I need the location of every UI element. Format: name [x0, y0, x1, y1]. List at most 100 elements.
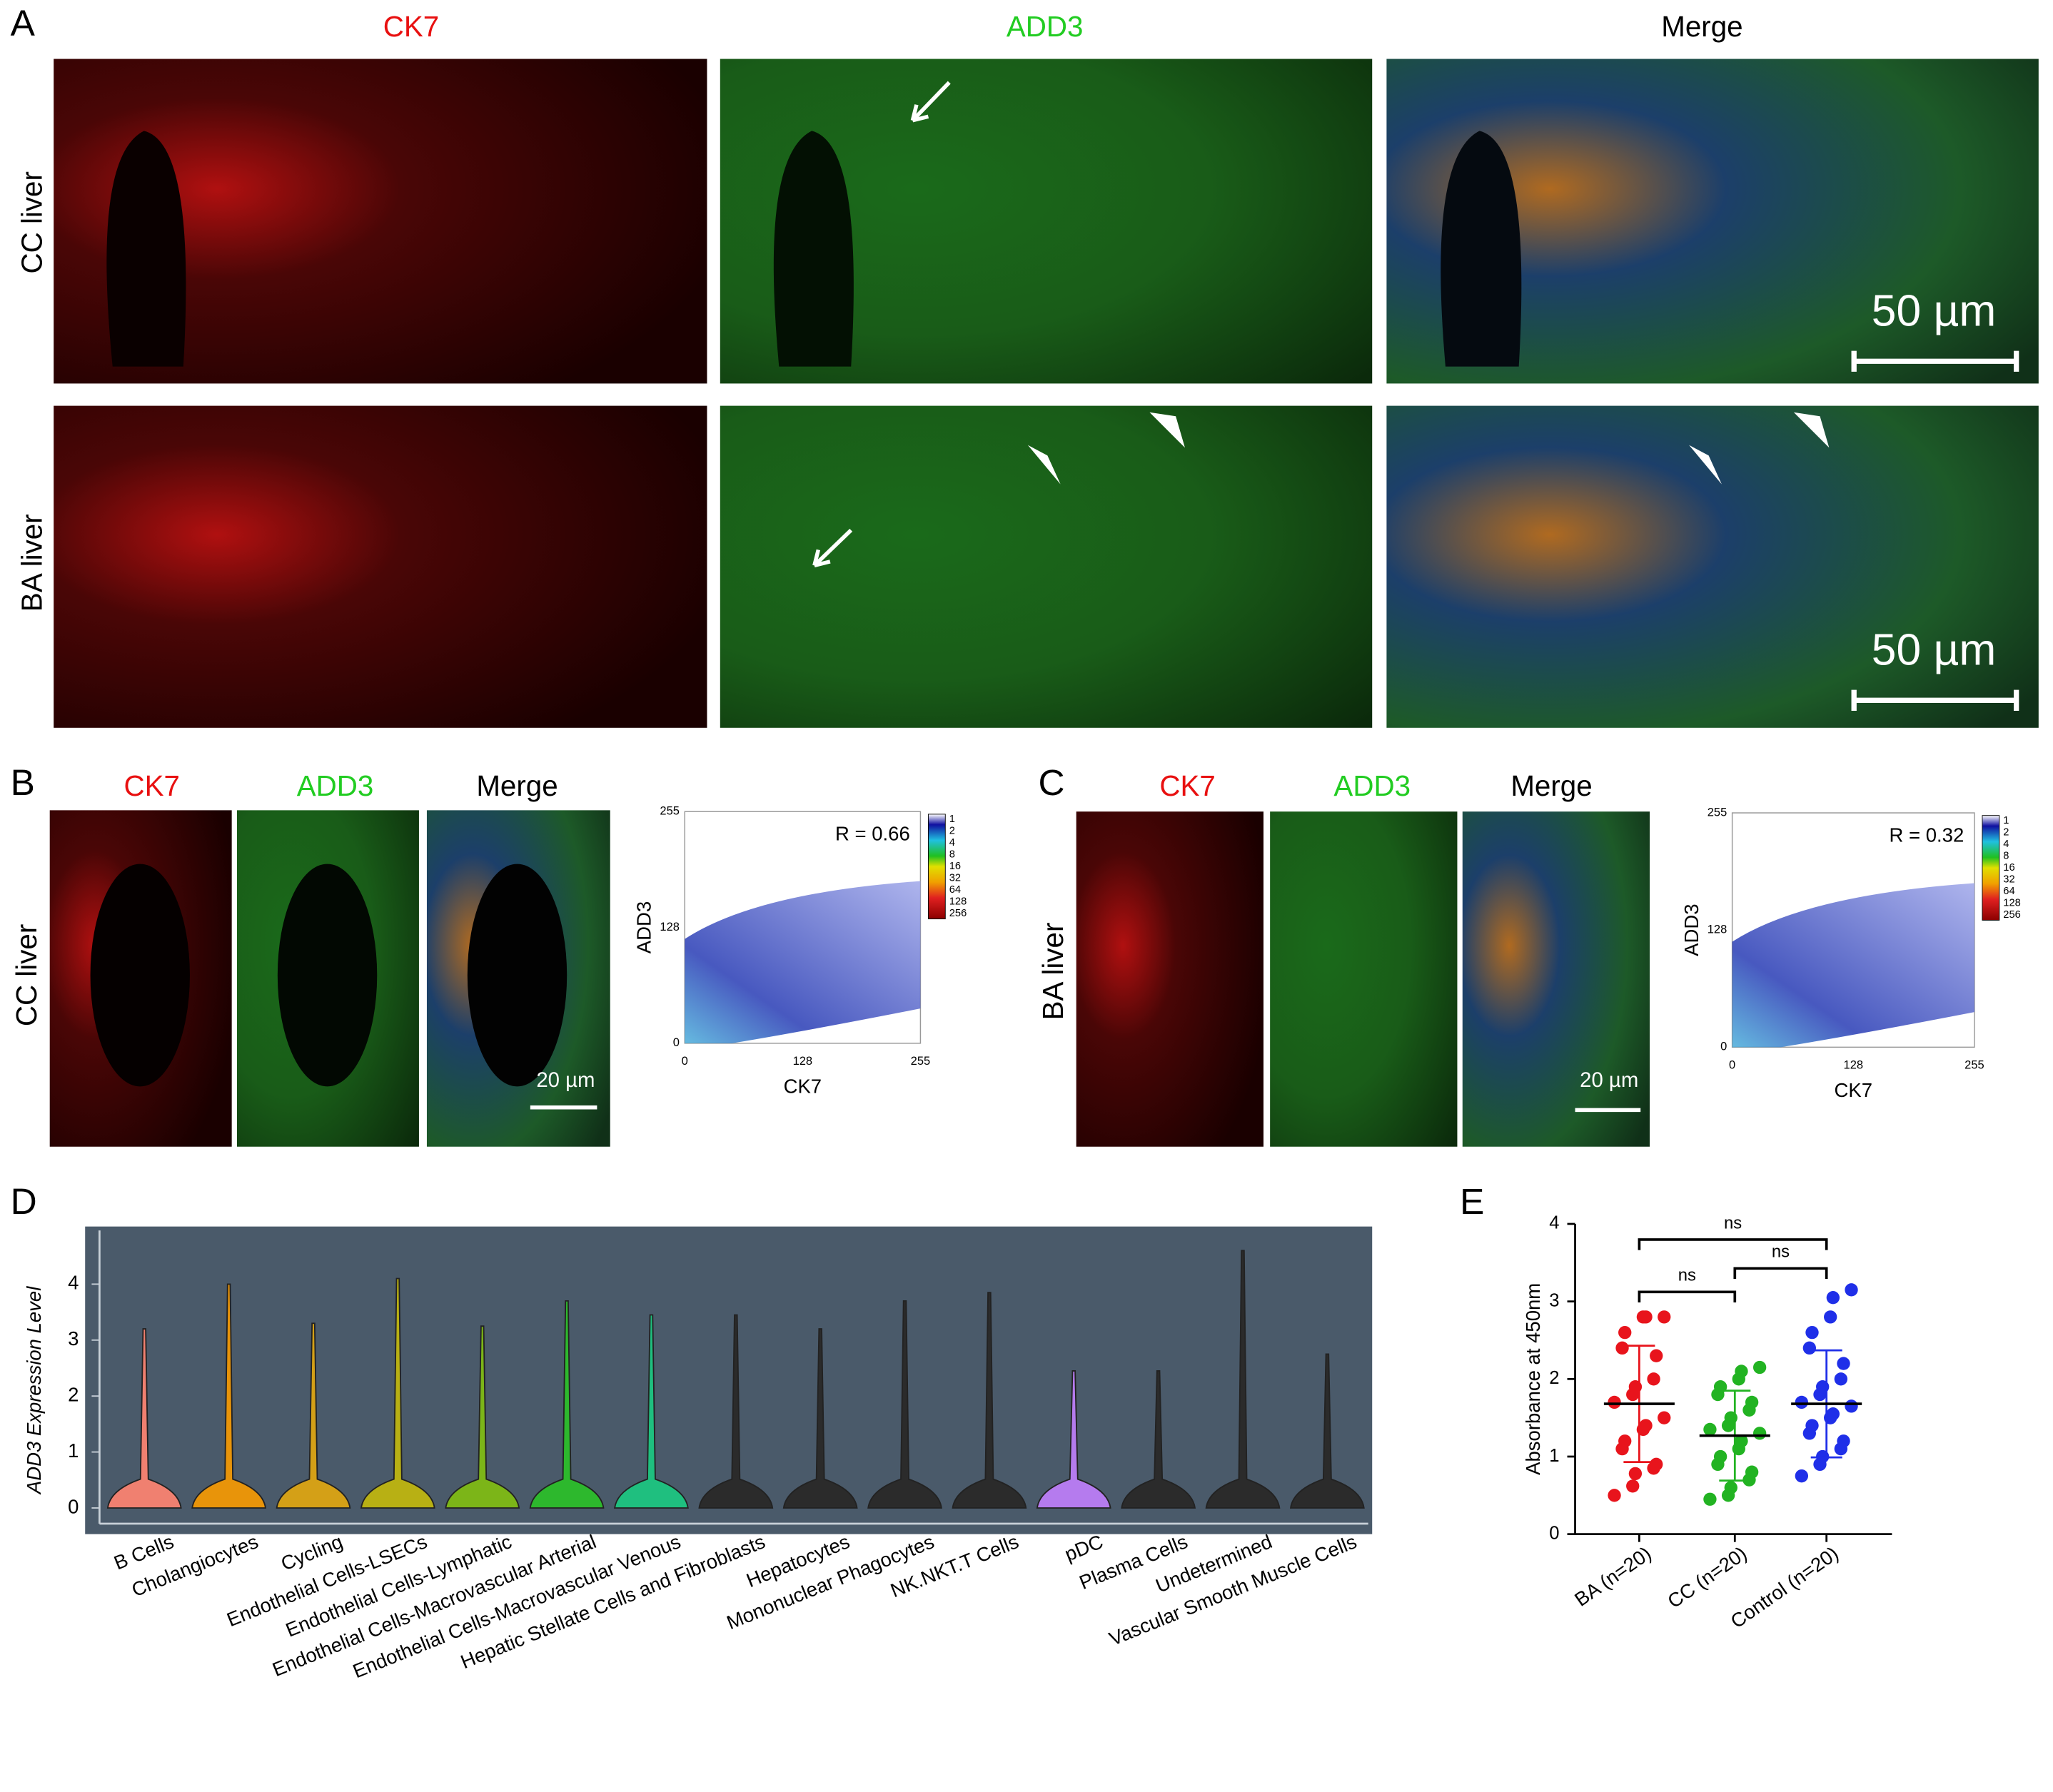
- y-tick-label: 4: [68, 1272, 79, 1294]
- panel-label: E: [1460, 1181, 1484, 1222]
- y-tick-label: 0: [673, 1036, 680, 1049]
- data-point: [1795, 1395, 1809, 1409]
- x-tick-label: pDC: [1061, 1530, 1106, 1565]
- data-point: [1703, 1492, 1717, 1506]
- micrograph: [720, 405, 1373, 728]
- y-tick-label: 2: [68, 1383, 79, 1405]
- color-scale-label: 2: [949, 826, 955, 837]
- arrow: [812, 528, 853, 568]
- significance-bracket: [1638, 1238, 1828, 1250]
- violin: [698, 1314, 774, 1509]
- scale-bar-label: 20 µm: [536, 1068, 595, 1092]
- violin: [276, 1322, 351, 1509]
- y-tick-label: 128: [1708, 923, 1727, 936]
- x-tick-label: 128: [793, 1055, 813, 1068]
- data-point: [1845, 1283, 1858, 1297]
- data-point: [1626, 1479, 1640, 1493]
- column-title: Merge: [1661, 10, 1742, 43]
- duct-lumen: [1441, 131, 1522, 367]
- data-point: [1834, 1372, 1848, 1386]
- data-point: [1608, 1489, 1621, 1502]
- column-title: Merge: [476, 769, 558, 802]
- correlation-label: R = 0.66: [835, 822, 910, 844]
- scale-bar-label: 50 µm: [1872, 626, 1997, 675]
- panel-label: A: [11, 3, 36, 44]
- correlation-plot: R = 0.3200128128255255CK7ADD312481632641…: [1680, 806, 2021, 1101]
- y-tick-label: 0: [1549, 1523, 1559, 1543]
- data-point: [1826, 1291, 1840, 1305]
- violin: [952, 1292, 1027, 1509]
- data-point: [1837, 1434, 1850, 1448]
- duct-lumen: [773, 131, 854, 367]
- color-scale-label: 32: [949, 873, 961, 884]
- y-tick-label: 128: [660, 921, 680, 933]
- data-point: [1735, 1365, 1748, 1378]
- data-point: [1703, 1422, 1717, 1437]
- x-tick-label: 255: [911, 1055, 931, 1068]
- duct-lumen: [106, 131, 186, 367]
- violin: [614, 1314, 689, 1509]
- x-tick-label: 255: [1964, 1058, 1984, 1071]
- data-point: [1639, 1310, 1653, 1324]
- micrograph: [54, 405, 707, 728]
- dot-chart: 0 1 2 3 4 Absorbance at 450nm BA (n=20) CC (n=2…: [1460, 1181, 1892, 1632]
- y-tick-label: 3: [68, 1327, 79, 1350]
- panel-label: C: [1039, 762, 1065, 803]
- data-point: [1639, 1419, 1653, 1432]
- y-tick-label: 4: [1549, 1213, 1559, 1233]
- data-point: [1824, 1310, 1837, 1324]
- data-point: [1795, 1469, 1809, 1483]
- x-axis-label: CK7: [784, 1075, 822, 1097]
- x-tick-label: 0: [682, 1055, 688, 1068]
- correlation-plot: R = 0.6600128128255255CK7ADD312481632641…: [633, 805, 967, 1098]
- significance-bracket: [1733, 1267, 1828, 1279]
- color-scale-label: 4: [949, 837, 955, 849]
- micrograph: [1270, 811, 1458, 1147]
- violin: [1036, 1370, 1111, 1509]
- color-scale-label: 256: [949, 908, 967, 919]
- duct-lumen: [90, 864, 190, 1087]
- data-point: [1650, 1349, 1663, 1362]
- density-cloud: [685, 881, 921, 1043]
- panel-label: D: [11, 1181, 37, 1222]
- y-tick-label: 1: [1549, 1446, 1559, 1466]
- y-axis-label: ADD3 Expression Level: [23, 1286, 45, 1495]
- color-scale-label: 8: [949, 849, 955, 861]
- scale-bar-label: 20 µm: [1580, 1068, 1638, 1092]
- color-scale-label: 32: [2003, 874, 2014, 885]
- color-scale-label: 16: [949, 861, 961, 872]
- row-label: BA liver: [15, 514, 48, 612]
- data-point: [1845, 1399, 1858, 1413]
- color-scale-label: 64: [949, 884, 961, 896]
- data-point: [1752, 1360, 1767, 1375]
- y-tick-label: 3: [1549, 1290, 1559, 1310]
- y-tick-label: 255: [1708, 806, 1727, 819]
- column-title: ADD3: [1007, 10, 1084, 43]
- column-title: ADD3: [297, 769, 374, 802]
- data-point: [1724, 1481, 1737, 1494]
- violin: [529, 1300, 605, 1509]
- data-point: [1752, 1427, 1767, 1440]
- violin: [782, 1328, 858, 1509]
- scale-bar: [1851, 350, 2019, 372]
- data-point: [1805, 1419, 1819, 1432]
- data-point: [1735, 1434, 1748, 1448]
- y-tick-label: 2: [1549, 1368, 1559, 1388]
- data-point: [1618, 1434, 1632, 1448]
- column-title: CK7: [383, 10, 439, 43]
- row-label: CC liver: [10, 924, 43, 1026]
- color-scale-label: 1: [949, 814, 955, 825]
- data-point: [1745, 1395, 1759, 1409]
- y-tick-label: 255: [660, 805, 680, 818]
- color-scale-label: 128: [949, 896, 967, 908]
- y-tick-label: 0: [1720, 1041, 1727, 1053]
- x-tick-label: 128: [1844, 1058, 1864, 1071]
- significance-label: ns: [1724, 1213, 1742, 1232]
- scale-bar: [1851, 689, 2019, 711]
- micrograph: [1462, 811, 1650, 1147]
- data-point: [1618, 1325, 1632, 1340]
- micrograph: [1076, 811, 1263, 1147]
- row-label: BA liver: [1036, 923, 1069, 1021]
